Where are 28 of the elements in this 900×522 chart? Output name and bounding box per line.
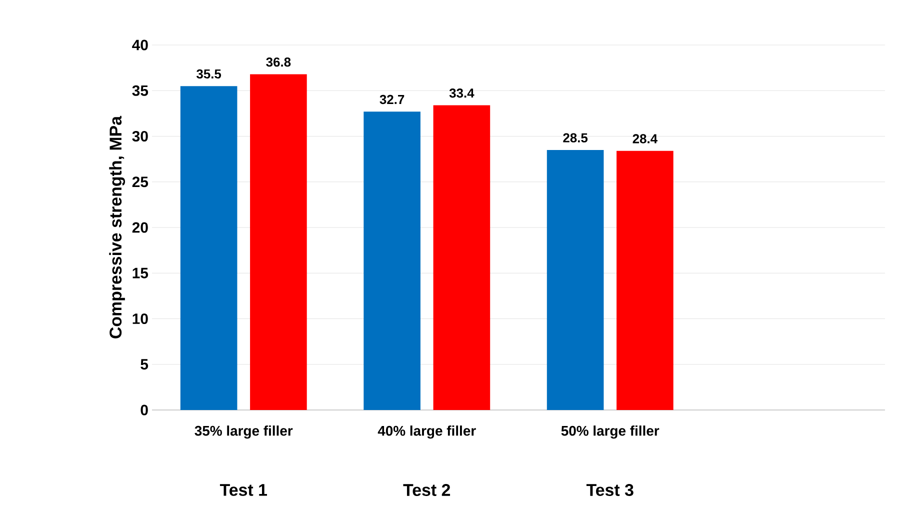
y-tick-label: 15 [132, 268, 148, 278]
data-label: 28.4 [632, 134, 658, 144]
x-tick-label: 35% large filler [194, 426, 293, 439]
bar [250, 74, 307, 410]
bar [616, 150, 674, 410]
x-tick-label: 40% large filler [378, 426, 476, 439]
y-tick-label: 20 [132, 222, 148, 233]
y-tick-label: 0 [140, 404, 148, 416]
data-label: 33.4 [449, 88, 474, 98]
text: Test 2 [403, 484, 450, 496]
y-tick-label: 25 [132, 176, 148, 188]
data-label: 36.8 [266, 57, 291, 67]
y-tick-label: 35 [132, 85, 148, 96]
data-label: 35.5 [196, 69, 222, 79]
y-tick-label: 40 [132, 40, 148, 50]
text: Test 1 [220, 484, 267, 496]
text: Test 3 [586, 484, 634, 496]
y-tick-label: 30 [132, 130, 148, 142]
y-tick-label: 10 [132, 313, 148, 324]
bar [546, 150, 604, 410]
bar [433, 105, 490, 410]
y-axis-title: Compressive strength, MPa [109, 116, 126, 338]
data-label: 28.5 [563, 133, 588, 142]
data-label: 32.7 [380, 94, 404, 104]
y-tick-label: 5 [140, 359, 148, 370]
x-tick-label: 50% large filler [561, 426, 660, 439]
bar [364, 112, 420, 410]
bar [180, 86, 238, 410]
